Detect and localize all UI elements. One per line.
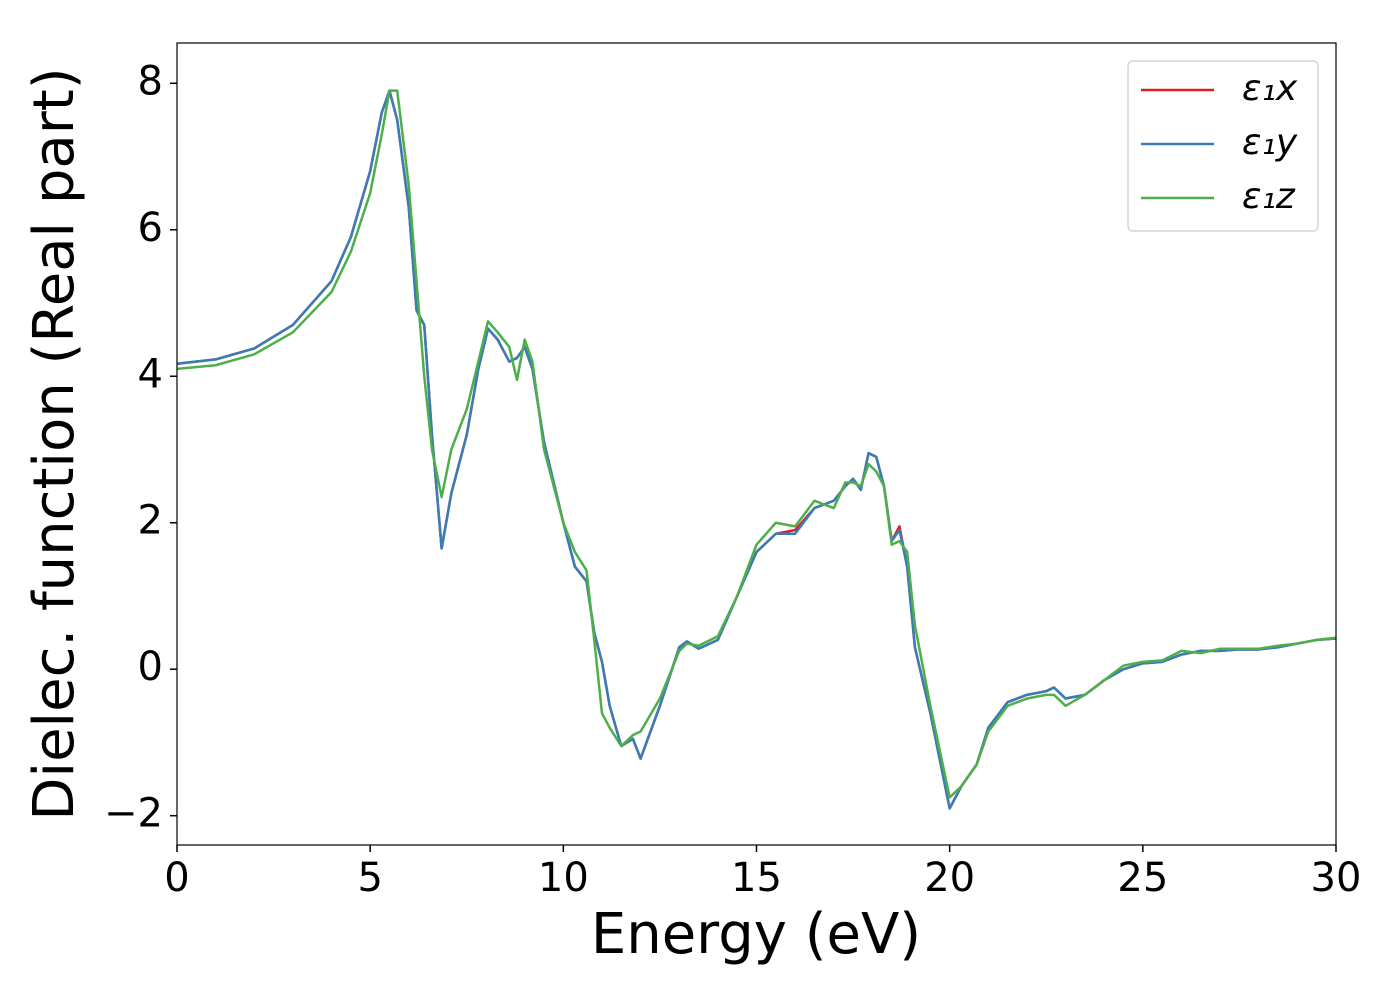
y-tick-label: 0: [138, 644, 163, 690]
y-axis-label: Dielec. function (Real part): [22, 67, 87, 820]
x-tick-label: 20: [924, 855, 975, 901]
x-tick-label: 0: [164, 855, 189, 901]
x-axis-label: Energy (eV): [591, 902, 921, 967]
y-tick-label: −2: [104, 791, 163, 837]
x-tick-label: 5: [357, 855, 382, 901]
x-tick-label: 15: [731, 855, 782, 901]
legend-box: [1127, 60, 1319, 232]
data-line: [176, 89, 1337, 799]
plot-frame: [176, 42, 1337, 846]
x-tick-label: 10: [538, 855, 589, 901]
x-tick-label: 25: [1117, 855, 1168, 901]
legend-label: ε₁z: [1242, 176, 1296, 217]
legend-label: ε₁y: [1242, 122, 1298, 163]
y-tick-label: 4: [138, 351, 163, 397]
legend-label: ε₁x: [1242, 68, 1298, 109]
y-tick-label: 8: [138, 58, 163, 104]
y-tick-label: 2: [138, 498, 163, 544]
x-tick-label: 30: [1311, 855, 1362, 901]
y-tick-label: 6: [138, 205, 163, 251]
